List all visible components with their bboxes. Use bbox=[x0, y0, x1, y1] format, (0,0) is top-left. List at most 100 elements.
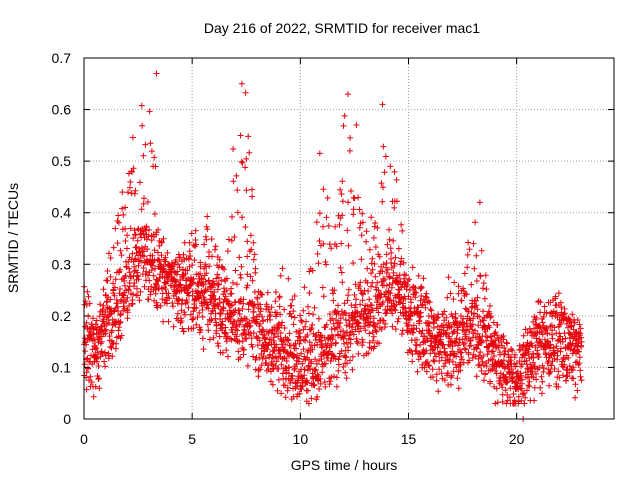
data-point bbox=[569, 311, 576, 318]
data-point bbox=[530, 354, 537, 361]
data-point bbox=[417, 297, 424, 304]
data-point bbox=[312, 337, 319, 343]
data-point bbox=[159, 239, 165, 245]
data-point bbox=[541, 303, 548, 310]
data-point bbox=[381, 276, 388, 283]
data-point bbox=[236, 254, 243, 261]
data-point bbox=[247, 322, 254, 329]
data-point bbox=[227, 302, 234, 309]
data-point bbox=[423, 347, 430, 354]
data-point bbox=[560, 311, 567, 318]
data-point bbox=[446, 333, 453, 340]
data-point bbox=[461, 270, 468, 277]
data-point bbox=[558, 304, 565, 311]
data-point bbox=[200, 282, 207, 288]
data-point bbox=[151, 247, 158, 254]
data-point bbox=[394, 198, 400, 205]
data-point bbox=[154, 302, 161, 309]
data-point bbox=[103, 299, 110, 306]
data-point bbox=[83, 369, 90, 376]
data-point bbox=[480, 308, 487, 315]
data-point bbox=[426, 328, 433, 334]
data-point bbox=[398, 284, 405, 291]
data-point bbox=[330, 297, 337, 304]
data-point bbox=[565, 324, 571, 331]
data-point bbox=[273, 313, 279, 320]
data-point bbox=[327, 378, 334, 385]
data-point bbox=[259, 355, 266, 362]
data-point bbox=[166, 295, 173, 302]
data-point bbox=[272, 362, 279, 369]
data-point bbox=[367, 313, 374, 320]
data-point bbox=[289, 296, 296, 303]
data-point bbox=[84, 355, 91, 362]
data-point bbox=[346, 317, 352, 324]
data-point bbox=[124, 315, 131, 322]
data-point bbox=[248, 335, 255, 342]
data-point bbox=[473, 278, 480, 284]
data-point bbox=[537, 384, 544, 391]
data-point bbox=[547, 341, 554, 348]
data-point bbox=[299, 360, 306, 367]
data-point bbox=[393, 176, 400, 183]
data-point bbox=[236, 338, 243, 345]
data-point bbox=[404, 323, 411, 330]
data-point bbox=[197, 270, 204, 277]
data-point bbox=[577, 325, 584, 332]
data-point bbox=[572, 381, 579, 388]
data-point bbox=[338, 348, 345, 355]
data-point bbox=[536, 336, 543, 342]
y-tick-label: 0.6 bbox=[52, 102, 72, 118]
data-point bbox=[434, 344, 441, 351]
data-point bbox=[356, 320, 362, 327]
data-point bbox=[576, 348, 582, 355]
data-point bbox=[239, 305, 246, 312]
data-point bbox=[464, 264, 471, 271]
data-point bbox=[366, 330, 373, 337]
data-point bbox=[483, 363, 490, 370]
data-point bbox=[129, 134, 136, 141]
data-point bbox=[173, 278, 180, 285]
data-point bbox=[370, 337, 376, 344]
data-point bbox=[104, 298, 111, 305]
data-point bbox=[445, 274, 452, 281]
data-point bbox=[386, 274, 393, 281]
data-point bbox=[383, 251, 390, 258]
data-point bbox=[257, 366, 264, 373]
data-point bbox=[226, 314, 233, 321]
data-point bbox=[345, 347, 352, 354]
data-point bbox=[543, 324, 550, 331]
data-point bbox=[281, 306, 288, 313]
data-point bbox=[382, 320, 389, 327]
data-point bbox=[144, 199, 151, 205]
data-point bbox=[520, 332, 527, 339]
data-point bbox=[472, 334, 479, 341]
data-point bbox=[291, 314, 298, 321]
data-point bbox=[124, 232, 131, 239]
data-point bbox=[327, 358, 334, 365]
data-point bbox=[144, 246, 151, 253]
data-point bbox=[239, 214, 246, 221]
data-point bbox=[387, 163, 394, 170]
data-point bbox=[323, 214, 330, 221]
data-point bbox=[296, 390, 303, 397]
data-point bbox=[421, 364, 428, 371]
data-point bbox=[352, 281, 359, 288]
data-point bbox=[335, 302, 341, 309]
data-point bbox=[204, 226, 211, 233]
data-point bbox=[483, 286, 490, 293]
data-point bbox=[294, 352, 301, 359]
data-point bbox=[360, 291, 367, 298]
data-point bbox=[242, 164, 249, 171]
data-point bbox=[512, 363, 519, 370]
data-point bbox=[179, 297, 186, 304]
data-point bbox=[376, 340, 382, 347]
data-point bbox=[480, 285, 486, 292]
data-point bbox=[93, 344, 100, 351]
data-point bbox=[366, 246, 373, 253]
data-point bbox=[372, 273, 379, 280]
data-point bbox=[317, 380, 324, 387]
data-point bbox=[242, 335, 248, 342]
data-point bbox=[100, 316, 107, 323]
data-point bbox=[86, 300, 93, 307]
